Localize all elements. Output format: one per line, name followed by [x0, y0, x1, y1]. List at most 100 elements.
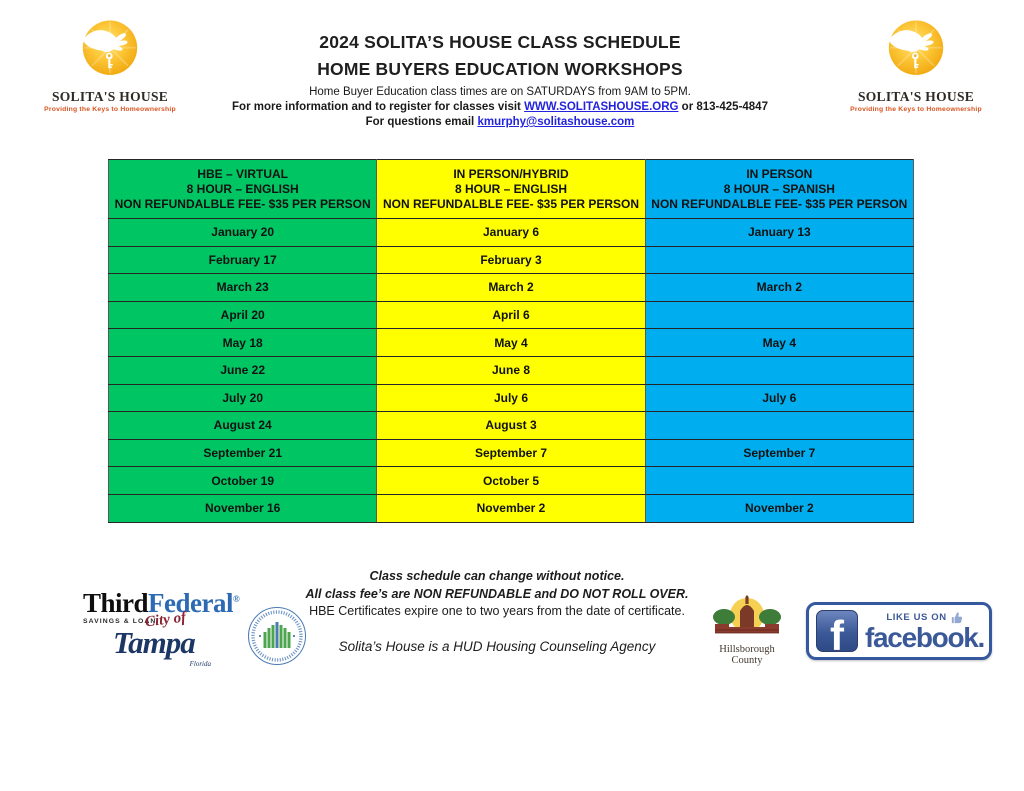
- notice-schedule-change: Class schedule can change without notice…: [369, 569, 625, 583]
- schedule-row: August 24 August 3: [107, 411, 915, 440]
- date-cell: January 20: [107, 218, 378, 247]
- solitas-house-logo-right: SOLITA'S HOUSE Providing the Keys to Hom…: [846, 13, 986, 113]
- email-link[interactable]: kmurphy@solitashouse.com: [477, 116, 635, 128]
- notice-certificates: HBE Certificates expire one to two years…: [309, 604, 685, 618]
- page-title-line2: HOME BUYERS EDUCATION WORKSHOPS: [317, 59, 683, 79]
- date-cell: October 5: [376, 466, 646, 495]
- registered-mark: ®: [233, 594, 240, 604]
- page-title-line1: 2024 SOLITA’S HOUSE CLASS SCHEDULE: [319, 32, 681, 52]
- date-cell: March 2: [644, 273, 915, 302]
- facebook-like-row: LIKE US ON: [865, 612, 984, 624]
- date-cell: [644, 466, 915, 495]
- column-header-line: 8 HOUR – ENGLISH: [454, 181, 567, 196]
- website-link[interactable]: WWW.SOLITASHOUSE.ORG: [524, 101, 679, 113]
- date-cell: May 4: [376, 328, 646, 357]
- footer-notices: Class schedule can change without notice…: [0, 569, 994, 654]
- thumbs-up-icon: [951, 612, 962, 623]
- solitas-logo-name: SOLITA'S HOUSE: [857, 89, 975, 104]
- third-federal-logo: ThirdFederal® SAVINGS & LOAN: [83, 586, 240, 626]
- schedule-row: November 16 November 2 November 2: [107, 493, 915, 523]
- column-header-line: 8 HOUR – SPANISH: [723, 181, 835, 196]
- date-cell: March 23: [107, 273, 378, 302]
- info-suffix: or 813-425-4847: [678, 101, 768, 113]
- date-cell: February 3: [376, 245, 646, 275]
- facebook-wordmark: facebook.: [865, 621, 985, 653]
- schedule-row: October 19 October 5: [107, 466, 915, 495]
- tampa-wordmark: Tampa: [113, 625, 196, 660]
- column-header-line: HBE – VIRTUAL: [197, 166, 288, 181]
- sun-hand-key-icon: [888, 20, 944, 75]
- notice-non-refundable: All class fee’s are NON REFUNDABLE and D…: [305, 586, 689, 601]
- third-federal-part2: Federal: [148, 588, 233, 618]
- schedule-row: May 18 May 4 May 4: [107, 328, 915, 357]
- header-text-block: 2024 SOLITA’S HOUSE CLASS SCHEDULE HOME …: [190, 29, 810, 129]
- email-prefix: For questions email: [365, 116, 478, 128]
- column-header-line: IN PERSON: [746, 166, 813, 181]
- date-cell: September 7: [644, 438, 915, 468]
- third-federal-wordmark: ThirdFederal®: [83, 586, 240, 618]
- city-of-tampa-logo: City of Tampa Florida: [113, 610, 213, 674]
- third-federal-subtitle: SAVINGS & LOAN: [83, 618, 157, 625]
- third-federal-part1: Third: [83, 588, 149, 618]
- date-cell: September 21: [107, 438, 378, 468]
- date-cell: May 4: [644, 328, 915, 357]
- column-header-inperson-spanish: IN PERSON 8 HOUR – SPANISH NON REFUNDALB…: [644, 159, 915, 219]
- date-cell: February 17: [107, 245, 378, 275]
- hud-seal-icon: [248, 607, 306, 665]
- schedule-table: HBE – VIRTUAL 8 HOUR – ENGLISH NON REFUN…: [107, 159, 915, 523]
- schedule-row: September 21 September 7 September 7: [107, 438, 915, 468]
- hillsborough-label-line2: County: [731, 655, 763, 666]
- schedule-row: January 20 January 6 January 13: [107, 218, 915, 247]
- date-cell: April 6: [376, 300, 646, 330]
- info-prefix: For more information and to register for…: [232, 101, 525, 113]
- date-cell: October 19: [107, 466, 378, 495]
- column-header-virtual-english: HBE – VIRTUAL 8 HOUR – ENGLISH NON REFUN…: [107, 159, 378, 219]
- schedule-row: February 17 February 3: [107, 245, 915, 275]
- hillsborough-county-icon: [713, 595, 781, 634]
- date-cell: January 13: [644, 218, 915, 247]
- date-cell: August 3: [376, 411, 646, 440]
- date-cell: January 6: [376, 218, 646, 247]
- hud-agency-line: Solita’s House is a HUD Housing Counseli…: [338, 639, 656, 654]
- date-cell: September 7: [376, 438, 646, 468]
- date-cell: November 2: [376, 493, 646, 523]
- facebook-badge-text: LIKE US ON facebook.: [865, 612, 985, 653]
- schedule-row: June 22 June 8: [107, 355, 915, 385]
- solitas-logo-tagline: Providing the Keys to Homeownership: [850, 106, 982, 113]
- date-cell: July 6: [644, 383, 915, 413]
- date-cell: March 2: [376, 273, 646, 302]
- registration-info-line: For more information and to register for…: [190, 100, 810, 114]
- date-cell: August 24: [107, 411, 378, 440]
- date-cell: July 6: [376, 383, 646, 413]
- hillsborough-county-logo: Hillsborough County: [704, 591, 790, 666]
- facebook-like-label: LIKE US ON: [886, 612, 947, 623]
- date-cell: [644, 355, 915, 385]
- date-cell: April 20: [107, 300, 378, 330]
- hillsborough-label-line1: Hillsborough: [719, 644, 775, 655]
- date-cell: [644, 411, 915, 440]
- column-header-line: NON REFUNDALBLE FEE- $35 PER PERSON: [382, 196, 640, 211]
- date-cell: [644, 245, 915, 275]
- date-cell: June 8: [376, 355, 646, 385]
- column-header-line: 8 HOUR – ENGLISH: [186, 181, 299, 196]
- sun-hand-key-icon: [82, 20, 138, 75]
- schedule-row: July 20 July 6 July 6: [107, 383, 915, 413]
- tampa-state-label: Florida: [189, 660, 211, 668]
- email-info-line: For questions email kmurphy@solitashouse…: [190, 115, 810, 129]
- date-cell: November 2: [644, 493, 915, 523]
- facebook-like-badge[interactable]: f LIKE US ON facebook.: [806, 602, 992, 660]
- date-cell: November 16: [107, 493, 378, 523]
- column-header-line: NON REFUNDALBLE FEE- $35 PER PERSON: [114, 196, 371, 211]
- solitas-logo-tagline: Providing the Keys to Homeownership: [44, 106, 176, 113]
- date-cell: [644, 300, 915, 330]
- class-times-note: Home Buyer Education class times are on …: [309, 86, 691, 98]
- schedule-row: April 20 April 6: [107, 300, 915, 330]
- solitas-house-logo-left: SOLITA'S HOUSE Providing the Keys to Hom…: [40, 13, 180, 113]
- facebook-f-icon: f: [816, 610, 858, 652]
- date-cell: July 20: [107, 383, 378, 413]
- column-header-line: NON REFUNDALBLE FEE- $35 PER PERSON: [651, 196, 908, 211]
- schedule-row: March 23 March 2 March 2: [107, 273, 915, 302]
- column-header-line: IN PERSON/HYBRID: [453, 166, 569, 181]
- column-header-inperson-hybrid-english: IN PERSON/HYBRID 8 HOUR – ENGLISH NON RE…: [376, 159, 646, 219]
